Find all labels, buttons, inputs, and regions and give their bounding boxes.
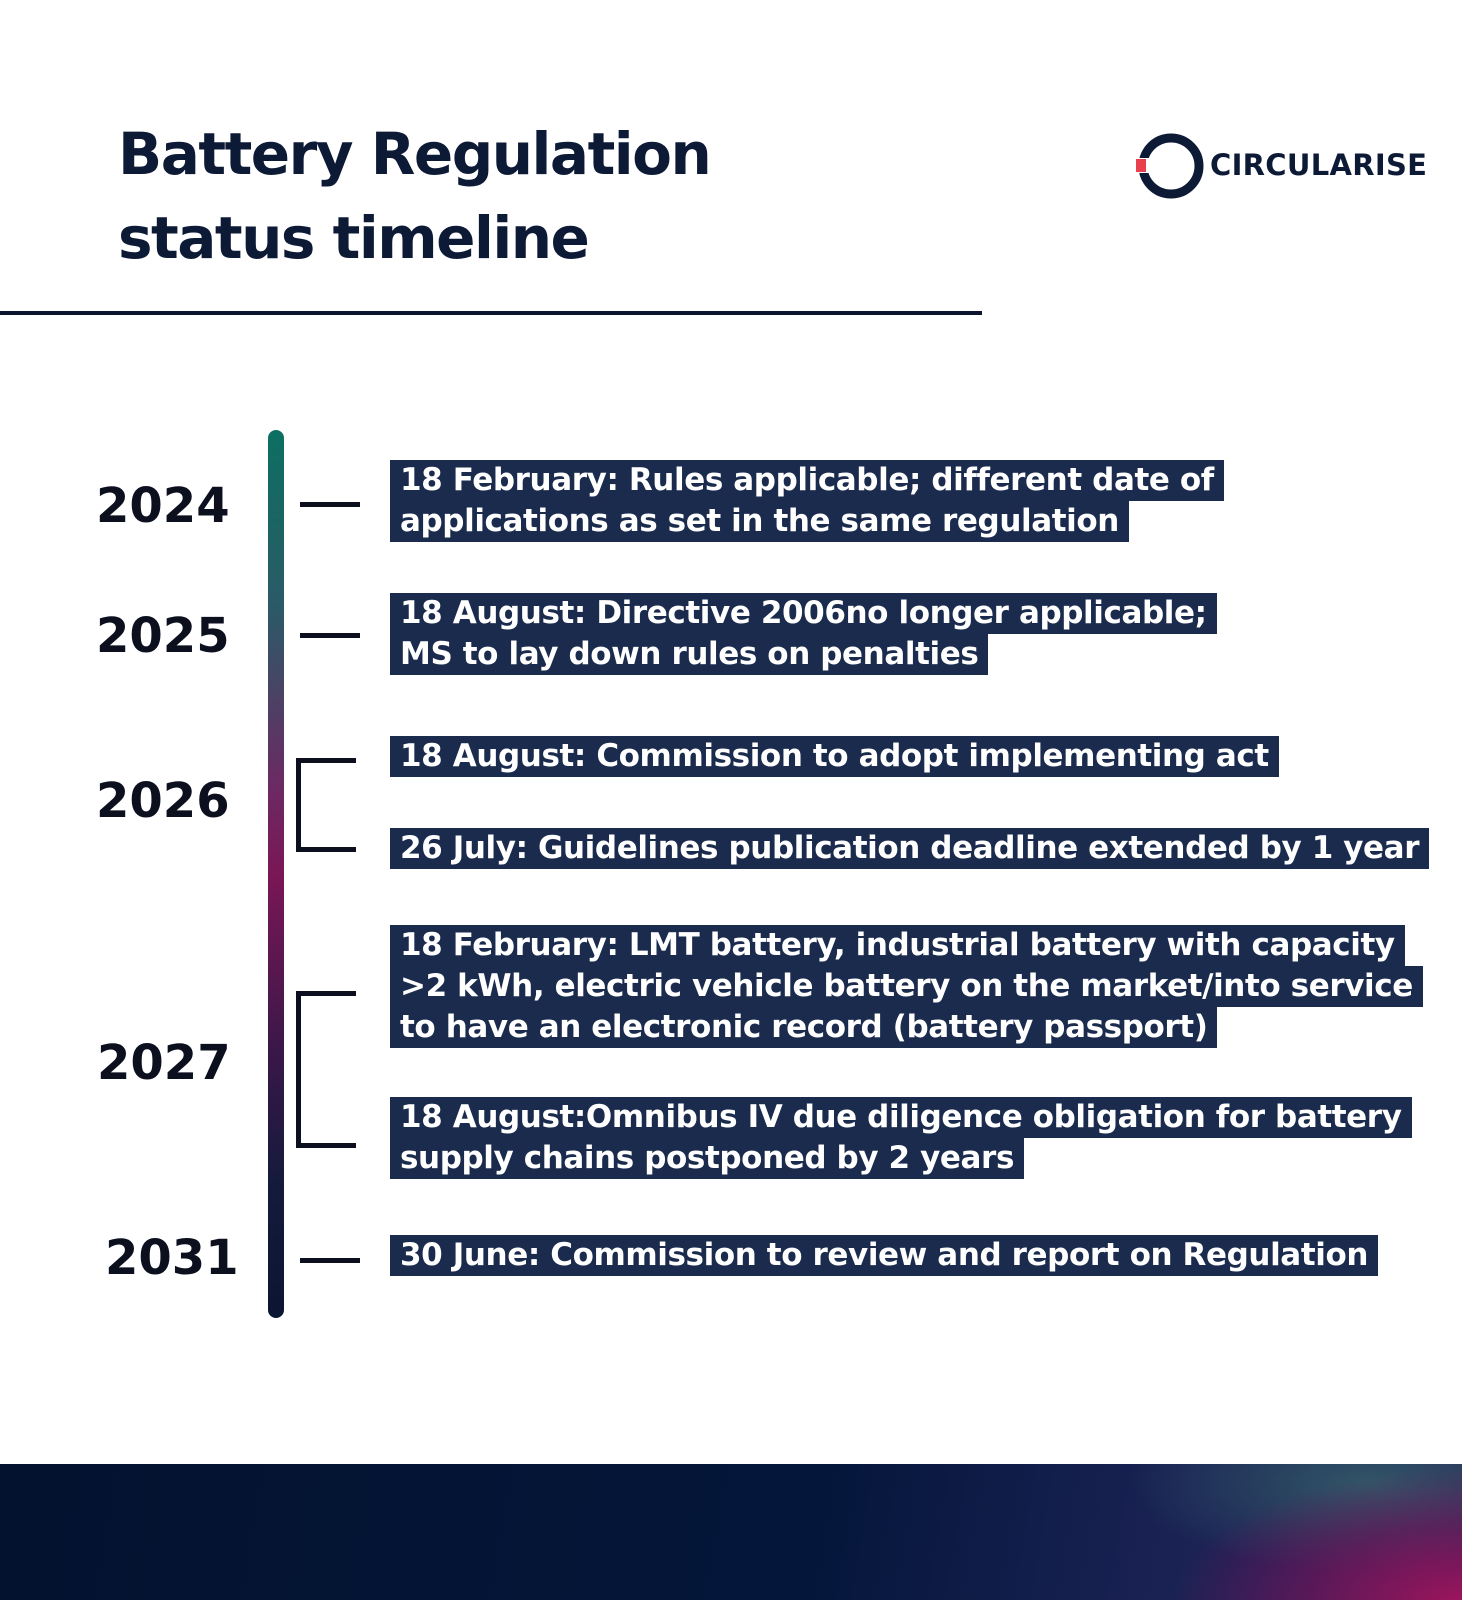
bracket-2026	[296, 758, 356, 852]
event-line: applications as set in the same regulati…	[390, 501, 1129, 542]
year-2031: 2031	[105, 1230, 239, 1286]
event-line: to have an electronic record (battery pa…	[390, 1007, 1218, 1048]
event-2026-implementing-act: 18 August: Commission to adopt implement…	[390, 736, 1279, 777]
event-line: 18 August: Directive 2006no longer appli…	[390, 593, 1217, 634]
tick-2031	[300, 1258, 360, 1263]
bracket-2027	[296, 991, 356, 1148]
event-line: >2 kWh, electric vehicle battery on the …	[390, 966, 1423, 1007]
event-line: 18 August: Commission to adopt implement…	[390, 736, 1279, 777]
timeline-bar	[268, 430, 284, 1318]
event-2027-omnibus: 18 August:Omnibus IV due diligence oblig…	[390, 1097, 1412, 1179]
event-line: 26 July: Guidelines publication deadline…	[390, 828, 1430, 869]
year-2025: 2025	[96, 608, 230, 664]
title-line-1: Battery Regulation	[118, 120, 712, 188]
event-line: 18 February: LMT battery, industrial bat…	[390, 925, 1405, 966]
event-line: MS to lay down rules on penalties	[390, 634, 989, 675]
year-2024: 2024	[96, 478, 230, 534]
event-2026-guidelines: 26 July: Guidelines publication deadline…	[390, 828, 1430, 869]
event-line: 18 February: Rules applicable; different…	[390, 460, 1224, 501]
circularise-ring-icon	[1135, 133, 1204, 199]
page-title: Battery Regulation status timeline	[118, 112, 712, 280]
year-2027: 2027	[97, 1035, 231, 1091]
event-2024-rules-applicable: 18 February: Rules applicable; different…	[390, 460, 1224, 542]
event-line: 18 August:Omnibus IV due diligence oblig…	[390, 1097, 1412, 1138]
year-2026: 2026	[96, 773, 230, 829]
event-2031-review: 30 June: Commission to review and report…	[390, 1235, 1379, 1276]
circularise-logo: CIRCULARISE	[1134, 128, 1427, 202]
event-line: 30 June: Commission to review and report…	[390, 1235, 1379, 1276]
event-2027-battery-passport: 18 February: LMT battery, industrial bat…	[390, 925, 1423, 1048]
title-line-2: status timeline	[118, 204, 590, 272]
event-line: supply chains postponed by 2 years	[390, 1138, 1024, 1179]
logo-text: CIRCULARISE	[1210, 148, 1428, 182]
event-2025-directive: 18 August: Directive 2006no longer appli…	[390, 593, 1217, 675]
header-divider	[0, 311, 982, 315]
tick-2025	[300, 633, 360, 638]
footer-band	[0, 1464, 1462, 1600]
tick-2024	[300, 502, 360, 507]
